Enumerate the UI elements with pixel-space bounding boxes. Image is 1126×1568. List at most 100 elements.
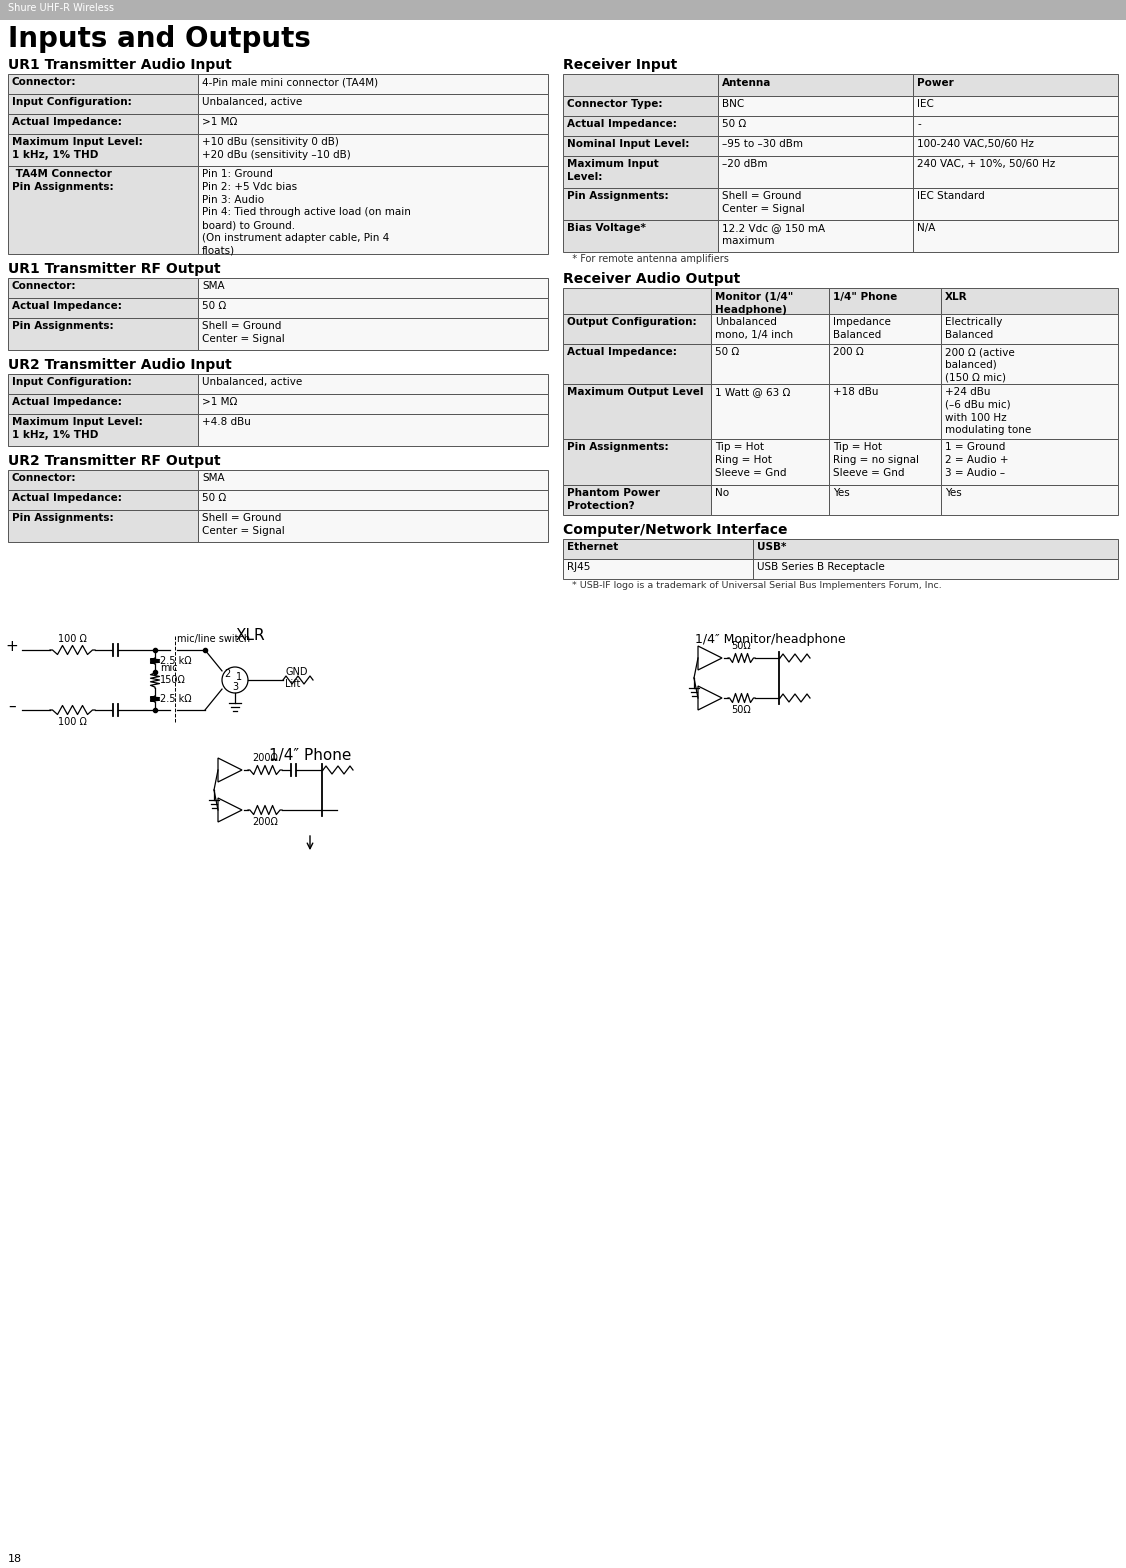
Bar xyxy=(711,289,829,314)
Bar xyxy=(198,278,548,298)
Bar xyxy=(563,539,753,560)
Text: XLR: XLR xyxy=(945,292,967,303)
Text: –95 to –30 dBm: –95 to –30 dBm xyxy=(722,140,803,149)
Text: Connector:: Connector: xyxy=(12,474,77,483)
Bar xyxy=(711,384,829,439)
Text: Receiver Input: Receiver Input xyxy=(563,58,677,72)
Bar xyxy=(198,470,548,491)
Bar xyxy=(198,298,548,318)
Text: UR2 Transmitter Audio Input: UR2 Transmitter Audio Input xyxy=(8,358,232,372)
Bar xyxy=(198,414,548,445)
Bar xyxy=(941,485,1118,514)
Bar xyxy=(829,343,941,384)
Bar xyxy=(913,220,1118,252)
Bar xyxy=(711,343,829,384)
Text: Unbalanced, active: Unbalanced, active xyxy=(202,376,302,387)
Bar xyxy=(718,155,913,188)
Bar xyxy=(829,485,941,514)
Bar xyxy=(8,510,198,543)
Bar xyxy=(198,394,548,414)
Bar xyxy=(711,485,829,514)
Bar xyxy=(753,560,1118,579)
Text: 100 Ω: 100 Ω xyxy=(57,717,87,728)
Text: Unbalanced
mono, 1/4 inch: Unbalanced mono, 1/4 inch xyxy=(715,317,793,340)
Text: Connector:: Connector: xyxy=(12,77,77,86)
Text: Pin Assignments:: Pin Assignments: xyxy=(12,513,114,524)
Bar xyxy=(829,289,941,314)
Text: +18 dBu: +18 dBu xyxy=(833,387,878,397)
Text: Actual Impedance:: Actual Impedance: xyxy=(12,492,122,503)
Text: Tip = Hot
Ring = no signal
Sleeve = Gnd: Tip = Hot Ring = no signal Sleeve = Gnd xyxy=(833,442,919,478)
Text: UR1 Transmitter RF Output: UR1 Transmitter RF Output xyxy=(8,262,221,276)
Text: >1 MΩ: >1 MΩ xyxy=(202,397,238,408)
Bar xyxy=(913,136,1118,155)
Bar xyxy=(913,74,1118,96)
Bar xyxy=(829,384,941,439)
Text: Yes: Yes xyxy=(945,488,962,499)
Text: SMA: SMA xyxy=(202,474,224,483)
Text: Receiver Audio Output: Receiver Audio Output xyxy=(563,271,740,285)
Text: Output Configuration:: Output Configuration: xyxy=(568,317,697,328)
Bar xyxy=(8,166,198,254)
Bar xyxy=(198,166,548,254)
Bar xyxy=(913,96,1118,116)
Bar xyxy=(563,155,718,188)
Text: Pin Assignments:: Pin Assignments: xyxy=(12,321,114,331)
Bar xyxy=(0,0,1126,20)
Text: Actual Impedance:: Actual Impedance: xyxy=(568,347,677,358)
Text: 50 Ω: 50 Ω xyxy=(715,347,740,358)
Text: Bias Voltage*: Bias Voltage* xyxy=(568,223,646,234)
Text: Pin 1: Ground
Pin 2: +5 Vdc bias
Pin 3: Audio
Pin 4: Tied through active load (o: Pin 1: Ground Pin 2: +5 Vdc bias Pin 3: … xyxy=(202,169,411,256)
Text: Input Configuration:: Input Configuration: xyxy=(12,376,132,387)
Bar xyxy=(718,116,913,136)
Bar xyxy=(913,116,1118,136)
Text: No: No xyxy=(715,488,730,499)
Text: –: – xyxy=(8,698,16,713)
Bar xyxy=(8,278,198,298)
Text: Shell = Ground
Center = Signal: Shell = Ground Center = Signal xyxy=(722,191,805,213)
Bar xyxy=(8,375,198,394)
Text: 200Ω: 200Ω xyxy=(252,753,278,764)
Bar xyxy=(8,133,198,166)
Text: 50 Ω: 50 Ω xyxy=(202,301,226,310)
Text: 200Ω: 200Ω xyxy=(252,817,278,826)
Text: TA4M Connector
Pin Assignments:: TA4M Connector Pin Assignments: xyxy=(12,169,114,191)
Text: Pin Assignments:: Pin Assignments: xyxy=(568,191,669,201)
Text: UR1 Transmitter Audio Input: UR1 Transmitter Audio Input xyxy=(8,58,232,72)
Text: 1 Watt @ 63 Ω: 1 Watt @ 63 Ω xyxy=(715,387,790,397)
Text: Shell = Ground
Center = Signal: Shell = Ground Center = Signal xyxy=(202,321,285,343)
Text: 50Ω: 50Ω xyxy=(732,641,751,651)
Bar xyxy=(913,188,1118,220)
Text: 1/4″ Phone: 1/4″ Phone xyxy=(269,748,351,764)
Text: 50Ω: 50Ω xyxy=(732,706,751,715)
Bar xyxy=(563,439,711,485)
Text: Computer/Network Interface: Computer/Network Interface xyxy=(563,524,787,536)
Text: Maximum Input
Level:: Maximum Input Level: xyxy=(568,158,659,182)
Bar xyxy=(198,133,548,166)
Text: >1 MΩ: >1 MΩ xyxy=(202,118,238,127)
Text: 200 Ω: 200 Ω xyxy=(833,347,864,358)
Bar xyxy=(563,485,711,514)
Text: Maximum Input Level:
1 kHz, 1% THD: Maximum Input Level: 1 kHz, 1% THD xyxy=(12,136,143,160)
Bar xyxy=(711,439,829,485)
Text: 200 Ω (active
balanced)
(150 Ω mic): 200 Ω (active balanced) (150 Ω mic) xyxy=(945,347,1015,383)
Text: Actual Impedance:: Actual Impedance: xyxy=(12,118,122,127)
Text: XLR: XLR xyxy=(235,629,265,643)
Bar xyxy=(913,155,1118,188)
Text: Pin Assignments:: Pin Assignments: xyxy=(568,442,669,452)
Text: Nominal Input Level:: Nominal Input Level: xyxy=(568,140,689,149)
Text: Monitor (1/4"
Headphone): Monitor (1/4" Headphone) xyxy=(715,292,793,315)
Text: 2: 2 xyxy=(224,670,230,679)
Bar xyxy=(8,394,198,414)
Text: 2.5 kΩ: 2.5 kΩ xyxy=(160,695,191,704)
Bar xyxy=(198,74,548,94)
Text: mic: mic xyxy=(160,663,178,673)
Bar xyxy=(198,510,548,543)
Text: 1 = Ground
2 = Audio +
3 = Audio –: 1 = Ground 2 = Audio + 3 = Audio – xyxy=(945,442,1009,478)
Text: 4-Pin male mini connector (TA4M): 4-Pin male mini connector (TA4M) xyxy=(202,77,378,86)
Text: Phantom Power
Protection?: Phantom Power Protection? xyxy=(568,488,660,511)
Bar xyxy=(8,94,198,114)
Bar xyxy=(829,439,941,485)
Bar xyxy=(563,220,718,252)
Text: Power: Power xyxy=(917,78,954,88)
